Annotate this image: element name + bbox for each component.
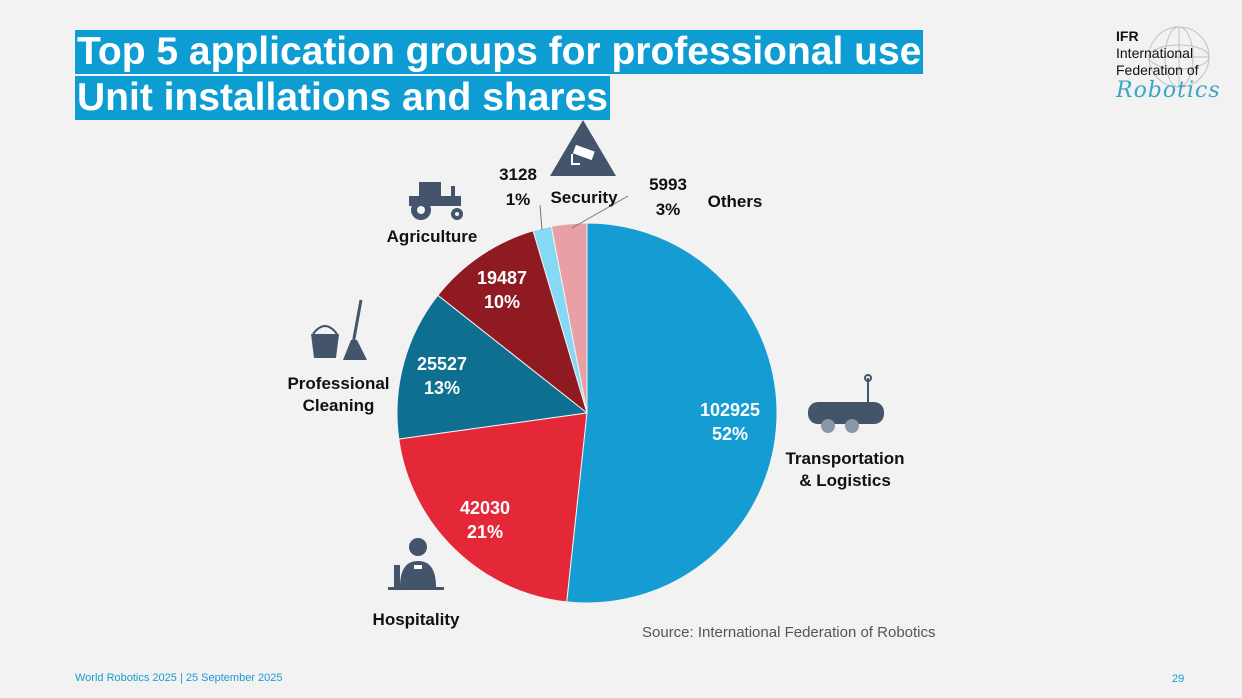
leader-line-security — [539, 204, 543, 231]
pie-slice-professional-cleaning — [396, 294, 589, 440]
pie-slice-hospitality — [398, 412, 588, 603]
source-note: Source: International Federation of Robo… — [642, 624, 936, 641]
category-label-security: Security — [550, 188, 618, 207]
ifr-logo: IFR International Federation of Robotics — [1116, 26, 1236, 108]
logo-robotics: Robotics — [1116, 78, 1221, 103]
delivery-robot-icon — [808, 374, 884, 433]
category-label-others: Others — [707, 192, 763, 211]
tractor-icon — [409, 182, 463, 220]
bucket-mop-icon — [311, 299, 367, 360]
category-label-cleaning: Professional Cleaning — [287, 374, 390, 415]
logo-ifr: IFR — [1116, 28, 1139, 44]
globe-icon — [1148, 26, 1210, 88]
data-label-hospitality: 42030 21% — [459, 498, 511, 542]
footer-text: World Robotics 2025 | 25 September 2025 — [75, 672, 283, 684]
logo-international: International — [1116, 45, 1194, 61]
security-camera-icon — [550, 120, 616, 176]
pie-slice-transportation-logistics — [566, 222, 778, 604]
data-label-transportation: 102925 52% — [699, 400, 761, 444]
page-number: 29 — [1172, 673, 1185, 685]
data-label-agriculture: 19487 10% — [476, 268, 528, 312]
data-label-security: 3128 1% — [499, 165, 537, 209]
title-line-2: Unit installations and shares — [75, 76, 610, 120]
pie-slice-agriculture — [437, 230, 588, 415]
data-label-others: 5993 3% — [649, 175, 687, 219]
category-label-hospitality: Hospitality — [372, 610, 460, 629]
logo-federation: Federation of — [1116, 62, 1199, 78]
category-label-transportation: Transportation & Logistics — [785, 449, 905, 490]
data-label-cleaning: 25527 13% — [416, 354, 468, 398]
title-line-1: Top 5 application groups for professiona… — [75, 30, 924, 74]
leader-line-others — [571, 195, 629, 229]
category-label-agriculture: Agriculture — [386, 227, 478, 246]
waiter-icon — [388, 538, 444, 590]
